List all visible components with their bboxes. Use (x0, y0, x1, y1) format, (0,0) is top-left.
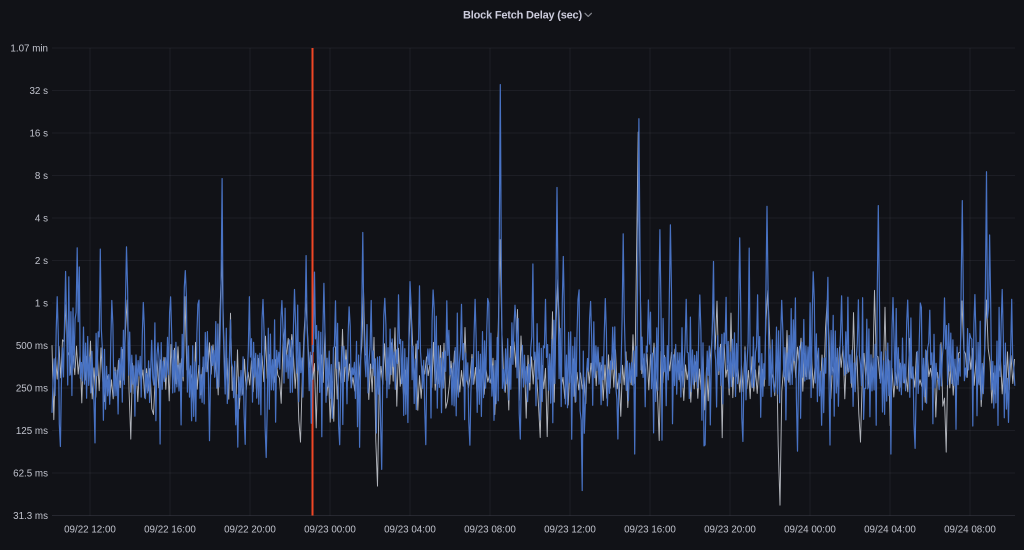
svg-text:16 s: 16 s (29, 129, 48, 140)
svg-text:1.07 min: 1.07 min (10, 44, 48, 55)
svg-text:09/23 04:00: 09/23 04:00 (384, 525, 436, 536)
svg-text:09/23 16:00: 09/23 16:00 (624, 525, 676, 536)
svg-text:09/23 00:00: 09/23 00:00 (304, 525, 356, 536)
svg-text:31.3 ms: 31.3 ms (13, 511, 48, 522)
svg-text:4 s: 4 s (35, 214, 48, 225)
svg-text:Block Fetch Delay (sec): Block Fetch Delay (sec) (463, 10, 582, 22)
svg-text:09/24 04:00: 09/24 04:00 (864, 525, 916, 536)
svg-text:09/22 20:00: 09/22 20:00 (224, 525, 276, 536)
svg-text:1 s: 1 s (35, 299, 48, 310)
svg-text:09/23 08:00: 09/23 08:00 (464, 525, 516, 536)
svg-text:09/24 00:00: 09/24 00:00 (784, 525, 836, 536)
svg-text:09/22 16:00: 09/22 16:00 (144, 525, 196, 536)
svg-text:09/24 08:00: 09/24 08:00 (944, 525, 996, 536)
svg-text:8 s: 8 s (35, 171, 48, 182)
svg-text:62.5 ms: 62.5 ms (13, 469, 48, 480)
svg-text:2 s: 2 s (35, 256, 48, 267)
svg-text:125 ms: 125 ms (16, 426, 48, 437)
svg-text:32 s: 32 s (29, 86, 48, 97)
svg-text:09/23 20:00: 09/23 20:00 (704, 525, 756, 536)
svg-text:250 ms: 250 ms (16, 384, 48, 395)
svg-text:500 ms: 500 ms (16, 341, 48, 352)
svg-text:09/22 12:00: 09/22 12:00 (64, 525, 116, 536)
svg-text:09/23 12:00: 09/23 12:00 (544, 525, 596, 536)
